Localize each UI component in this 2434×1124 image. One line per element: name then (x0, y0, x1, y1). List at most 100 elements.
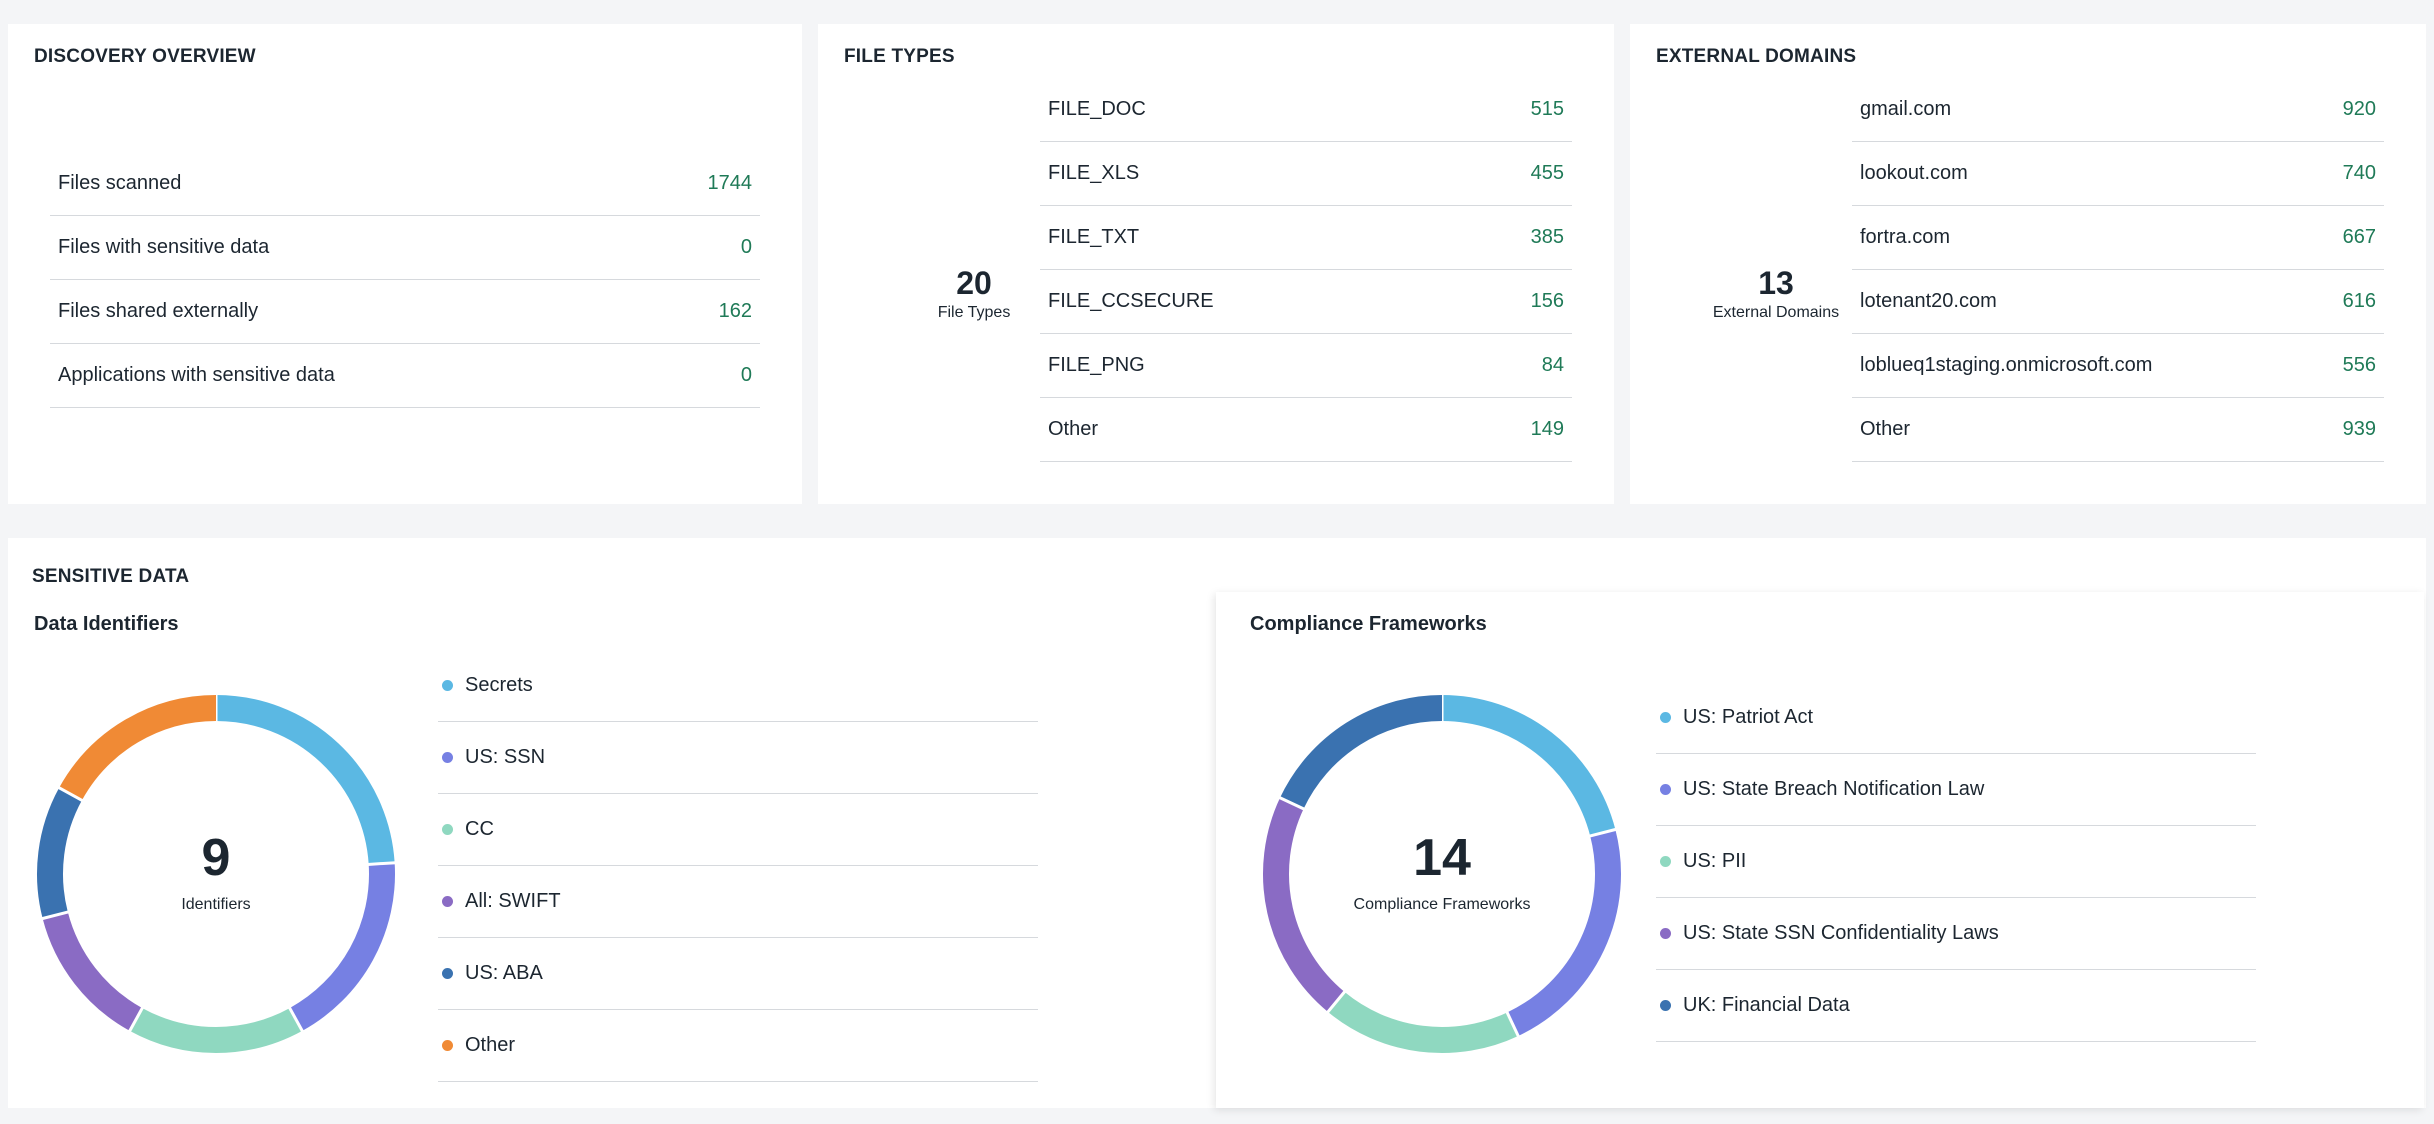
external-domains-count: 13 (1758, 265, 1794, 301)
list-item[interactable]: Applications with sensitive data 0 (50, 344, 760, 408)
donut-segment-uk-financial-data[interactable] (1280, 695, 1443, 810)
file-types-count: 20 (956, 265, 992, 301)
legend-dot (1660, 1000, 1671, 1011)
row-label: gmail.com (1860, 98, 1952, 120)
row-value: 149 (1530, 418, 1564, 440)
legend-item[interactable]: US: State SSN Confidentiality Laws (1656, 898, 2256, 970)
row-value: 1744 (707, 172, 753, 194)
file-types-card: FILE TYPES 20 File Types FILE_DOC 515 FI… (818, 24, 1614, 504)
compliance-caption: Compliance Frameworks (1353, 896, 1531, 913)
sensitive-data-title: SENSITIVE DATA (32, 566, 190, 587)
row-label: FILE_DOC (1048, 98, 1146, 120)
row-label: FILE_XLS (1048, 162, 1140, 184)
legend-label: US: Patriot Act (1683, 706, 1814, 728)
list-item[interactable]: FILE_DOC 515 (1040, 78, 1572, 142)
legend-item[interactable]: All: SWIFT (438, 866, 1038, 938)
legend-dot (442, 824, 453, 835)
legend-label: UK: Financial Data (1683, 994, 1850, 1016)
row-value: 616 (2342, 290, 2376, 312)
legend-label: US: State SSN Confidentiality Laws (1683, 922, 1999, 944)
donut-segment-us-pii[interactable] (1327, 991, 1519, 1053)
donut-segment-us-state-breach-notification-law[interactable] (1506, 829, 1621, 1036)
data-identifiers-title: Data Identifiers (34, 613, 179, 635)
donut-segment-us-state-ssn-confidentiality-laws[interactable] (1263, 797, 1345, 1012)
discovery-overview-card: DISCOVERY OVERVIEW Files scanned 1744 Fi… (8, 24, 802, 504)
list-item[interactable]: Files with sensitive data 0 (50, 216, 760, 280)
list-item[interactable]: FILE_PNG 84 (1040, 334, 1572, 398)
compliance-legend: US: Patriot Act US: State Breach Notific… (1656, 682, 2256, 1042)
discovery-overview-list: Files scanned 1744 Files with sensitive … (50, 152, 760, 408)
list-item[interactable]: Other 149 (1040, 398, 1572, 462)
external-domains-list: gmail.com 920 lookout.com 740 fortra.com… (1852, 78, 2384, 462)
list-item[interactable]: loblueq1staging.onmicrosoft.com 556 (1852, 334, 2384, 398)
donut-separator (127, 1006, 145, 1033)
legend-item[interactable]: US: SSN (438, 722, 1038, 794)
legend-item[interactable]: US: ABA (438, 938, 1038, 1010)
donut-separator (1278, 796, 1306, 811)
legend-label: Secrets (465, 674, 533, 696)
donut-separator (41, 910, 70, 921)
legend-item[interactable]: US: State Breach Notification Law (1656, 754, 2256, 826)
donut-segment-us-patriot-act[interactable] (1441, 695, 1616, 837)
legend-label: US: PII (1683, 850, 1747, 872)
legend-label: US: State Breach Notification Law (1683, 778, 1985, 800)
legend-item[interactable]: Other (438, 1010, 1038, 1082)
row-label: FILE_PNG (1048, 354, 1145, 376)
legend-item[interactable]: CC (438, 794, 1038, 866)
compliance-donut-chart (1263, 694, 1621, 1053)
donut-segment-us-ssn[interactable] (289, 862, 395, 1031)
list-item[interactable]: Other 939 (1852, 398, 2384, 462)
compliance-frameworks-title: Compliance Frameworks (1250, 613, 1487, 635)
donut-segment-other[interactable] (59, 695, 217, 801)
file-types-summary: 20 File Types (884, 264, 1064, 322)
row-label: loblueq1staging.onmicrosoft.com (1860, 354, 2153, 376)
list-item[interactable]: lotenant20.com 616 (1852, 270, 2384, 334)
list-item[interactable]: fortra.com 667 (1852, 206, 2384, 270)
compliance-donut-center: 14 Compliance Frameworks (1322, 828, 1562, 914)
list-item[interactable]: Files scanned 1744 (50, 152, 760, 216)
row-value: 939 (2342, 418, 2376, 440)
list-item[interactable]: FILE_XLS 455 (1040, 142, 1572, 206)
legend-dot (442, 752, 453, 763)
external-domains-caption: External Domains (1712, 304, 1840, 321)
legend-label: Other (465, 1034, 516, 1056)
list-item[interactable]: FILE_TXT 385 (1040, 206, 1572, 270)
donut-separator (1588, 827, 1617, 838)
row-label: Files shared externally (58, 300, 259, 322)
row-label: lookout.com (1860, 162, 1968, 184)
compliance-count: 14 (1413, 829, 1471, 887)
donut-separator (1326, 990, 1347, 1014)
row-value: 0 (740, 364, 752, 386)
legend-item[interactable]: US: PII (1656, 826, 2256, 898)
row-value: 455 (1530, 162, 1564, 184)
row-label: Other (1860, 418, 1911, 440)
row-label: FILE_CCSECURE (1048, 290, 1214, 312)
donut-separator (287, 1006, 305, 1033)
file-types-caption: File Types (937, 304, 1011, 321)
legend-item[interactable]: Secrets (438, 650, 1038, 722)
row-value: 156 (1530, 290, 1564, 312)
donut-segment-secrets[interactable] (215, 695, 395, 865)
row-label: lotenant20.com (1860, 290, 1997, 312)
row-value: 920 (2342, 98, 2376, 120)
donut-segment-cc[interactable] (129, 1007, 303, 1053)
legend-item[interactable]: US: Patriot Act (1656, 682, 2256, 754)
file-types-title: FILE TYPES (844, 46, 955, 67)
row-value: 515 (1530, 98, 1564, 120)
legend-item[interactable]: UK: Financial Data (1656, 970, 2256, 1042)
row-value: 84 (1541, 354, 1564, 376)
list-item[interactable]: gmail.com 920 (1852, 78, 2384, 142)
list-item[interactable]: Files shared externally 162 (50, 280, 760, 344)
donut-segment-us-aba[interactable] (37, 787, 83, 919)
row-label: Other (1048, 418, 1099, 440)
donut-segment-all-swift[interactable] (42, 911, 143, 1031)
row-label: FILE_TXT (1048, 226, 1140, 248)
list-item[interactable]: FILE_CCSECURE 156 (1040, 270, 1572, 334)
list-item[interactable]: lookout.com 740 (1852, 142, 2384, 206)
legend-dot (442, 968, 453, 979)
identifiers-count: 9 (201, 829, 231, 887)
legend-dot (1660, 928, 1671, 939)
row-value: 740 (2342, 162, 2376, 184)
legend-label: US: ABA (465, 962, 543, 984)
legend-dot (442, 1040, 453, 1051)
